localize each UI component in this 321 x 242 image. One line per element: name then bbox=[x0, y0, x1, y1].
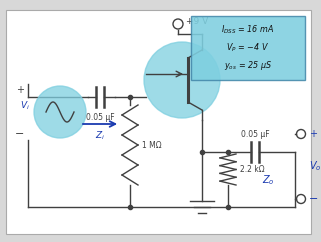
Text: $V_o$: $V_o$ bbox=[309, 160, 321, 174]
Text: +: + bbox=[309, 129, 317, 139]
Text: −: − bbox=[15, 129, 25, 139]
Text: +: + bbox=[16, 85, 24, 95]
Circle shape bbox=[144, 42, 220, 118]
Text: $V_i$: $V_i$ bbox=[20, 100, 30, 112]
Text: $y_{os}$ = 25 μS: $y_{os}$ = 25 μS bbox=[224, 59, 272, 72]
Text: 2.2 kΩ: 2.2 kΩ bbox=[240, 165, 265, 174]
Text: $Z_o$: $Z_o$ bbox=[262, 173, 274, 187]
Bar bbox=[191, 16, 305, 80]
Text: 0.05 μF: 0.05 μF bbox=[241, 130, 269, 139]
Text: $Z_i$: $Z_i$ bbox=[95, 130, 105, 143]
Text: +9 V: +9 V bbox=[186, 17, 208, 27]
Circle shape bbox=[34, 86, 86, 138]
Text: $I_{DSS}$ = 16 mA: $I_{DSS}$ = 16 mA bbox=[221, 23, 274, 36]
Text: 1 MΩ: 1 MΩ bbox=[142, 141, 162, 150]
Text: −: − bbox=[309, 194, 318, 204]
Text: 0.05 μF: 0.05 μF bbox=[86, 113, 114, 122]
Text: $V_P$ = −4 V: $V_P$ = −4 V bbox=[226, 42, 270, 54]
